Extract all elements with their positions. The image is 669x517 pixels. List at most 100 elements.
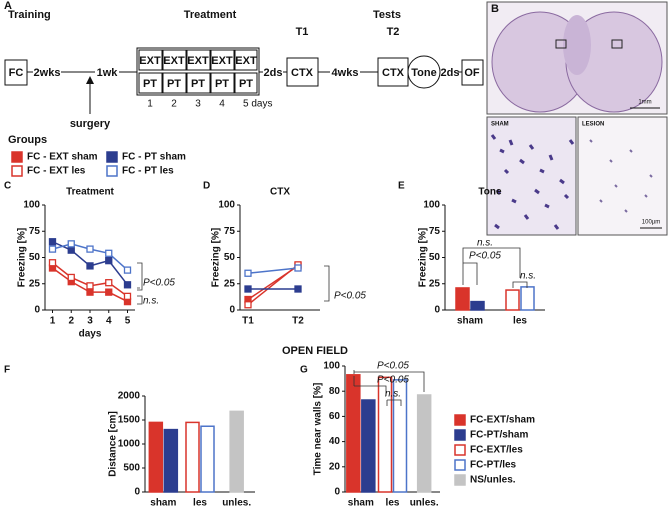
point xyxy=(86,262,94,270)
x-tick-label: sham xyxy=(457,316,483,327)
point xyxy=(294,264,302,272)
event-label: surgery xyxy=(70,118,111,130)
point xyxy=(67,273,75,282)
point xyxy=(67,240,75,248)
day-label: 5 days xyxy=(243,99,272,110)
point xyxy=(67,246,75,254)
bar xyxy=(392,379,408,493)
legend-label: NS/unles. xyxy=(470,475,516,486)
interval-label: 2wks xyxy=(34,67,61,79)
day-label: 1 xyxy=(147,99,153,110)
y-tick-label: 100 xyxy=(323,361,340,372)
x-tick-label: T2 xyxy=(292,316,304,327)
y-tick-label: 20 xyxy=(329,461,341,472)
point xyxy=(244,269,252,277)
legend-swatch xyxy=(11,165,23,177)
legend-swatch xyxy=(106,151,118,163)
annotation: P<0.05 xyxy=(377,361,409,372)
panel-letter: C xyxy=(4,181,11,192)
bar xyxy=(229,410,244,493)
y-axis-label: Freezing [%] xyxy=(418,228,429,287)
panel-letter: A xyxy=(4,0,12,12)
legend-label: FC - PT sham xyxy=(122,152,186,163)
step-box xyxy=(162,72,187,94)
panel-letter: D xyxy=(203,181,210,192)
step-label: PT xyxy=(215,78,229,90)
step-label: FC xyxy=(9,67,24,79)
interval-label: 4wks xyxy=(332,67,359,79)
legend-swatch xyxy=(11,151,23,163)
step-label: PT xyxy=(167,78,181,90)
bar xyxy=(185,421,200,493)
step-label: PT xyxy=(143,78,157,90)
legend-swatch xyxy=(454,429,466,441)
legend-swatch xyxy=(106,165,118,177)
x-tick-label: 2 xyxy=(68,316,74,327)
annotation: P<0.05 xyxy=(377,375,409,386)
y-tick-label: 0 xyxy=(134,487,140,498)
bar xyxy=(455,287,470,311)
legend-swatch xyxy=(454,459,466,471)
x-tick-label: les xyxy=(513,316,527,327)
step-label: PT xyxy=(191,78,205,90)
legend-label: FC-EXT/sham xyxy=(470,415,535,426)
y-axis-label: Freezing [%] xyxy=(211,228,222,287)
y-tick-label: 0 xyxy=(434,305,440,316)
x-tick-label: unles. xyxy=(410,498,439,509)
day-label: 2 xyxy=(171,99,177,110)
point xyxy=(105,279,113,287)
interval-label: 2ds xyxy=(264,67,283,79)
region-marker xyxy=(555,39,567,49)
step-label: PT xyxy=(239,78,253,90)
step-box xyxy=(138,72,163,94)
annotation: n.s. xyxy=(520,271,536,282)
step-circle xyxy=(407,55,441,89)
y-tick-label: 1500 xyxy=(118,415,141,426)
y-tick-label: 0 xyxy=(229,305,235,316)
x-tick-label: T1 xyxy=(242,316,254,327)
interval-label: 2ds xyxy=(441,67,460,79)
legend-label: FC - PT les xyxy=(122,166,174,177)
y-tick-label: 100 xyxy=(218,200,235,211)
y-tick-label: 50 xyxy=(429,252,441,263)
panel-letter: B xyxy=(491,3,499,15)
scale-label: 100µm xyxy=(642,220,660,226)
step-label: CTX xyxy=(382,67,405,79)
point xyxy=(86,288,94,296)
point xyxy=(105,288,113,296)
image-label: SHAM xyxy=(491,122,509,128)
histology-panel: 1mm B SHAM LESION 100µm xyxy=(486,1,668,236)
y-tick-label: 0 xyxy=(334,487,340,498)
scale-label: 1mm xyxy=(638,100,651,106)
day-label: 3 xyxy=(195,99,201,110)
y-tick-label: 2000 xyxy=(118,391,141,402)
x-tick-label: 5 xyxy=(125,316,131,327)
legend-swatch xyxy=(454,444,466,456)
arrow-head xyxy=(86,76,94,84)
bar xyxy=(377,376,393,493)
annotation: n.s. xyxy=(385,389,401,400)
groups-title: Groups xyxy=(8,134,47,146)
chart-title: Treatment xyxy=(66,187,114,198)
y-tick-label: 25 xyxy=(429,278,441,289)
y-tick-label: 75 xyxy=(224,226,236,237)
step-box xyxy=(186,49,211,71)
y-tick-label: 80 xyxy=(329,386,341,397)
panel-letter: G xyxy=(300,365,308,376)
step-label: Tone xyxy=(411,67,436,79)
panel-letter: F xyxy=(4,365,10,376)
region-marker xyxy=(611,39,623,49)
series-line xyxy=(247,264,299,306)
legend-label: FC-PT/sham xyxy=(470,430,528,441)
chart-title: CTX xyxy=(270,187,290,198)
step-label: EXT xyxy=(235,55,257,67)
y-tick-label: 75 xyxy=(29,226,41,237)
x-tick-label: 4 xyxy=(106,316,112,327)
point xyxy=(48,259,57,267)
y-axis-label: Time near walls [%] xyxy=(313,383,324,476)
point xyxy=(86,282,94,290)
step-box xyxy=(210,49,235,71)
bracket xyxy=(353,370,425,406)
bar xyxy=(361,399,376,493)
